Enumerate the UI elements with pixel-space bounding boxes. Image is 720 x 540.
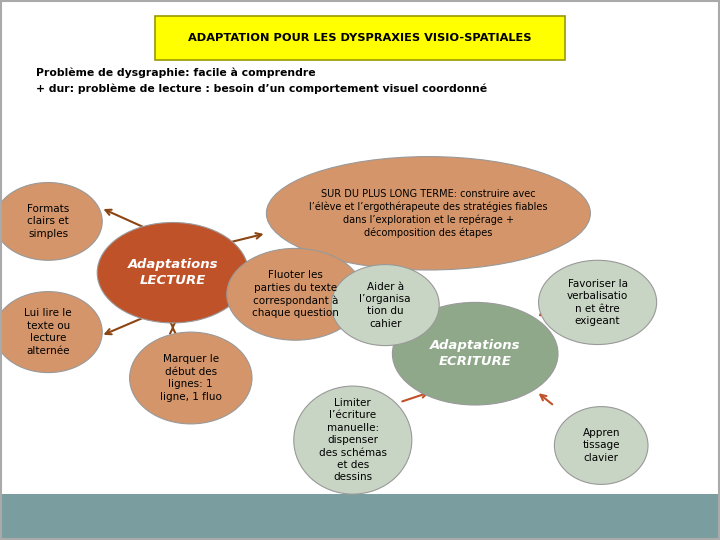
Text: Appren
tissage
clavier: Appren tissage clavier	[582, 428, 620, 463]
FancyBboxPatch shape	[155, 16, 565, 60]
Text: Limiter
l’écriture
manuelle:
dispenser
des schémas
et des
dessins: Limiter l’écriture manuelle: dispenser d…	[319, 398, 387, 482]
Ellipse shape	[0, 183, 102, 260]
Ellipse shape	[97, 222, 248, 323]
Text: Formats
clairs et
simples: Formats clairs et simples	[27, 204, 69, 239]
Text: Favoriser la
verbalisatio
n et être
exigeant: Favoriser la verbalisatio n et être exig…	[567, 279, 629, 326]
Ellipse shape	[554, 407, 648, 484]
Text: Aider à
l’organisa
tion du
cahier: Aider à l’organisa tion du cahier	[359, 281, 411, 329]
Text: Fluoter les
parties du texte
correspondant à
chaque question: Fluoter les parties du texte corresponda…	[252, 271, 338, 318]
Ellipse shape	[266, 157, 590, 270]
Ellipse shape	[392, 302, 558, 405]
Text: Marquer le
début des
lignes: 1
ligne, 1 fluo: Marquer le début des lignes: 1 ligne, 1 …	[160, 354, 222, 402]
Text: SUR DU PLUS LONG TERME: construire avec
l’élève et l’ergothérapeute des stratégi: SUR DU PLUS LONG TERME: construire avec …	[309, 188, 548, 238]
Ellipse shape	[539, 260, 657, 345]
Ellipse shape	[331, 265, 439, 346]
Ellipse shape	[130, 332, 252, 424]
Ellipse shape	[0, 292, 102, 373]
Ellipse shape	[227, 248, 364, 340]
Text: Adaptations
ECRITURE: Adaptations ECRITURE	[430, 339, 521, 368]
Bar	[0, 494, 720, 540]
Text: + dur: problème de lecture : besoin d’un comportement visuel coordonné: + dur: problème de lecture : besoin d’un…	[36, 84, 487, 94]
Ellipse shape	[294, 386, 412, 494]
Text: ADAPTATION POUR LES DYSPRAXIES VISIO-SPATIALES: ADAPTATION POUR LES DYSPRAXIES VISIO-SPA…	[188, 33, 532, 43]
Text: Problème de dysgraphie: facile à comprendre: Problème de dysgraphie: facile à compren…	[36, 68, 315, 78]
Text: Lui lire le
texte ou
lecture
alternée: Lui lire le texte ou lecture alternée	[24, 308, 72, 356]
Text: Adaptations
LECTURE: Adaptations LECTURE	[127, 258, 218, 287]
